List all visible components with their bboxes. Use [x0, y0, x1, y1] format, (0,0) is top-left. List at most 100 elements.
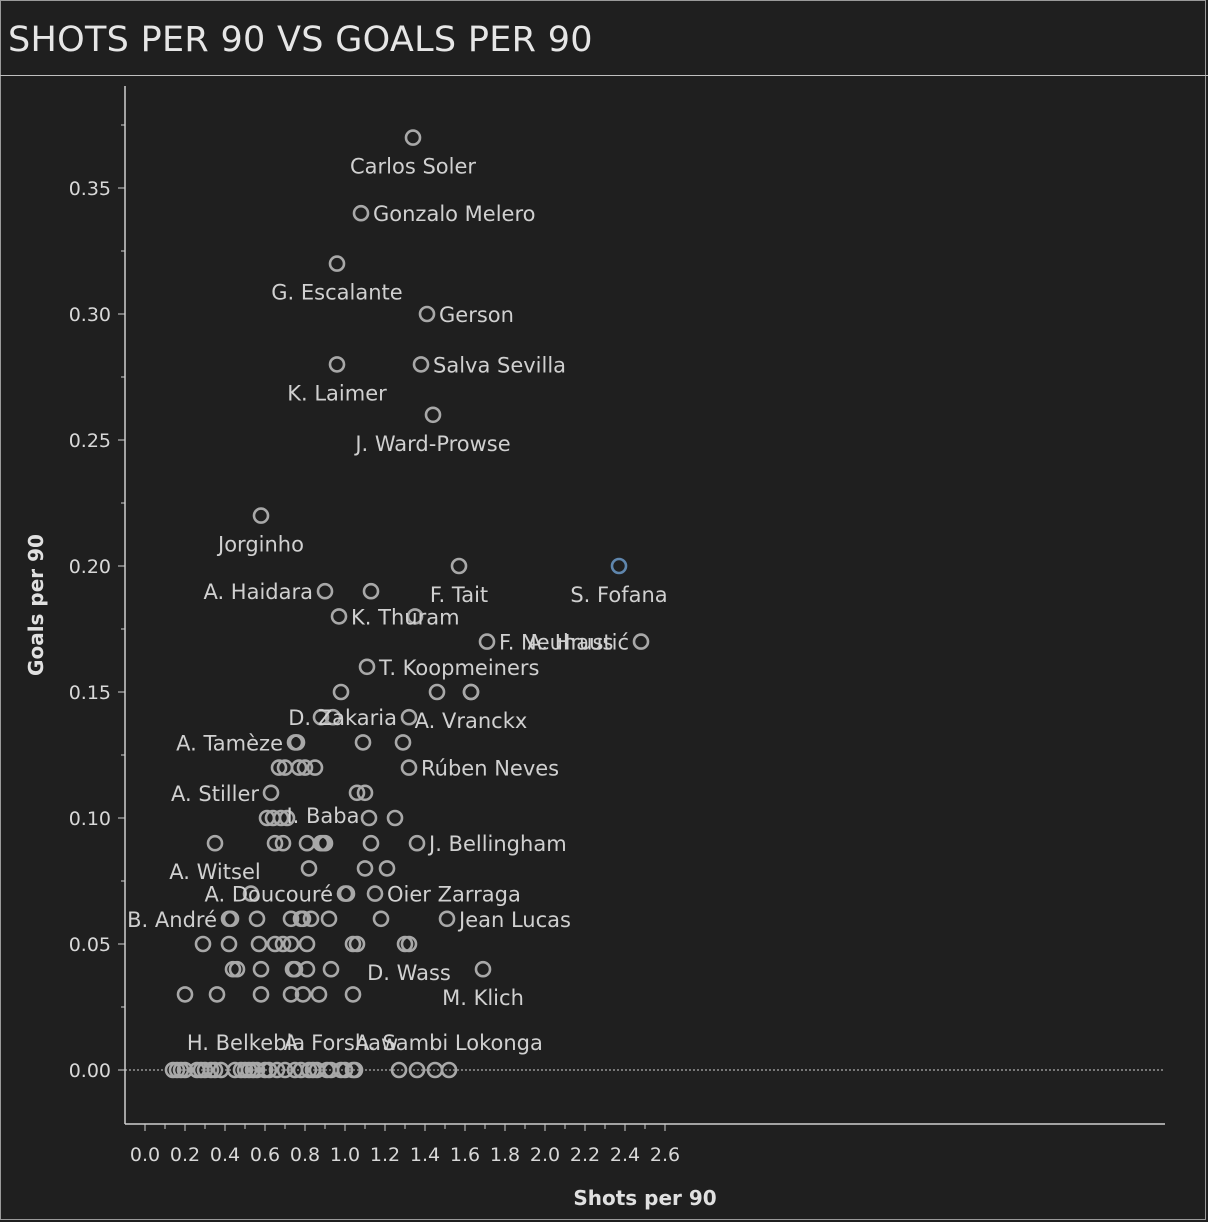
data-point-labeled[interactable] [366, 885, 384, 902]
data-point[interactable] [286, 960, 304, 978]
data-point-labeled[interactable] [408, 834, 426, 852]
data-point[interactable] [406, 608, 424, 625]
data-point[interactable] [390, 1061, 408, 1079]
data-point[interactable] [306, 759, 324, 776]
data-point[interactable] [220, 935, 238, 953]
data-point[interactable] [266, 834, 284, 852]
data-point-labeled[interactable] [206, 834, 224, 852]
data-point[interactable] [176, 986, 194, 1003]
data-point[interactable] [248, 910, 266, 928]
data-point[interactable] [360, 809, 378, 827]
data-point-labeled[interactable] [412, 356, 430, 373]
data-point[interactable] [278, 809, 296, 827]
data-point-labeled[interactable] [478, 633, 496, 650]
data-point[interactable] [386, 809, 404, 827]
data-point[interactable] [310, 986, 328, 1003]
data-point[interactable] [274, 935, 292, 953]
data-point-labeled[interactable] [400, 708, 418, 726]
data-point-labeled[interactable] [262, 784, 280, 802]
data-point-labeled[interactable] [330, 608, 348, 625]
data-point-labeled[interactable] [316, 582, 334, 600]
data-point-label: B. André [127, 908, 217, 932]
data-point[interactable] [298, 935, 316, 953]
data-point[interactable] [348, 935, 366, 953]
data-point[interactable] [372, 910, 390, 928]
data-point-labeled[interactable] [440, 1061, 458, 1079]
data-point-labeled[interactable] [462, 683, 480, 701]
data-point[interactable] [320, 910, 338, 928]
data-points[interactable]: Carlos Soler Gonzalo Melero G. Escalante Ge… [127, 129, 668, 1079]
data-point[interactable] [298, 960, 316, 978]
data-point[interactable] [194, 935, 212, 953]
data-point[interactable] [296, 759, 314, 776]
data-point[interactable] [282, 910, 300, 928]
data-point-labeled[interactable] [358, 658, 376, 676]
data-point-labeled[interactable] [400, 935, 418, 953]
data-point[interactable] [354, 734, 372, 751]
data-point-label: K. Laimer [287, 381, 387, 405]
data-point[interactable] [332, 683, 350, 701]
data-point[interactable] [250, 935, 268, 953]
data-point-labeled[interactable] [404, 129, 422, 146]
data-point[interactable] [206, 1061, 224, 1079]
data-point[interactable] [282, 986, 300, 1003]
data-point-labeled[interactable] [610, 557, 628, 575]
data-point[interactable] [356, 860, 374, 877]
data-point-labeled[interactable] [474, 960, 492, 978]
data-point-labeled[interactable] [220, 910, 238, 928]
title-bar: SHOTS PER 90 VS GOALS PER 90 [0, 0, 1208, 76]
data-point[interactable] [292, 1061, 310, 1079]
data-point[interactable] [268, 1061, 286, 1079]
data-point-label: T. Koopmeiners [378, 656, 539, 680]
data-point[interactable] [356, 784, 374, 802]
data-point[interactable] [266, 935, 284, 953]
data-point[interactable] [322, 960, 340, 978]
data-point[interactable] [242, 885, 260, 902]
data-point[interactable] [378, 860, 396, 877]
data-point-labeled[interactable] [424, 406, 442, 424]
y-tick-label: 0.05 [69, 934, 111, 956]
data-point[interactable] [294, 986, 312, 1003]
data-point[interactable] [408, 1061, 426, 1079]
data-point[interactable] [276, 1061, 294, 1079]
data-point[interactable] [290, 759, 308, 776]
data-point-labeled[interactable] [332, 1061, 350, 1079]
data-point[interactable] [196, 1061, 214, 1079]
data-point[interactable] [252, 986, 270, 1003]
data-point[interactable] [324, 708, 342, 726]
data-point-labeled[interactable] [352, 204, 370, 222]
data-point[interactable] [348, 784, 366, 802]
data-point[interactable] [294, 910, 312, 928]
data-point[interactable] [362, 834, 380, 852]
data-point[interactable] [394, 734, 412, 751]
data-point[interactable] [298, 834, 316, 852]
data-point-labeled[interactable] [336, 885, 354, 902]
data-point[interactable] [208, 986, 226, 1003]
data-point[interactable] [282, 935, 300, 953]
data-point-labeled[interactable] [450, 557, 468, 575]
data-point-labeled[interactable] [328, 255, 346, 272]
data-point[interactable] [260, 1061, 278, 1079]
data-point-labeled[interactable] [172, 1061, 190, 1079]
data-point[interactable] [272, 809, 290, 827]
data-point-labeled[interactable] [418, 305, 436, 323]
data-point-labeled[interactable] [328, 356, 346, 373]
data-point[interactable] [270, 759, 288, 776]
data-point[interactable] [344, 986, 362, 1003]
data-point[interactable] [362, 582, 380, 600]
data-point[interactable] [252, 960, 270, 978]
data-point-labeled[interactable] [632, 633, 650, 650]
data-point-labeled[interactable] [252, 507, 270, 524]
data-point[interactable] [228, 960, 246, 978]
data-point[interactable] [274, 834, 292, 852]
data-point[interactable] [248, 1061, 266, 1079]
data-point[interactable] [428, 683, 446, 701]
data-point-labeled[interactable] [286, 734, 304, 751]
data-point[interactable] [300, 860, 318, 877]
data-point[interactable] [312, 708, 330, 726]
data-point[interactable] [302, 910, 320, 928]
data-point-labeled[interactable] [314, 834, 332, 852]
data-point-labeled[interactable] [400, 759, 418, 776]
data-point-labeled[interactable] [438, 910, 456, 928]
